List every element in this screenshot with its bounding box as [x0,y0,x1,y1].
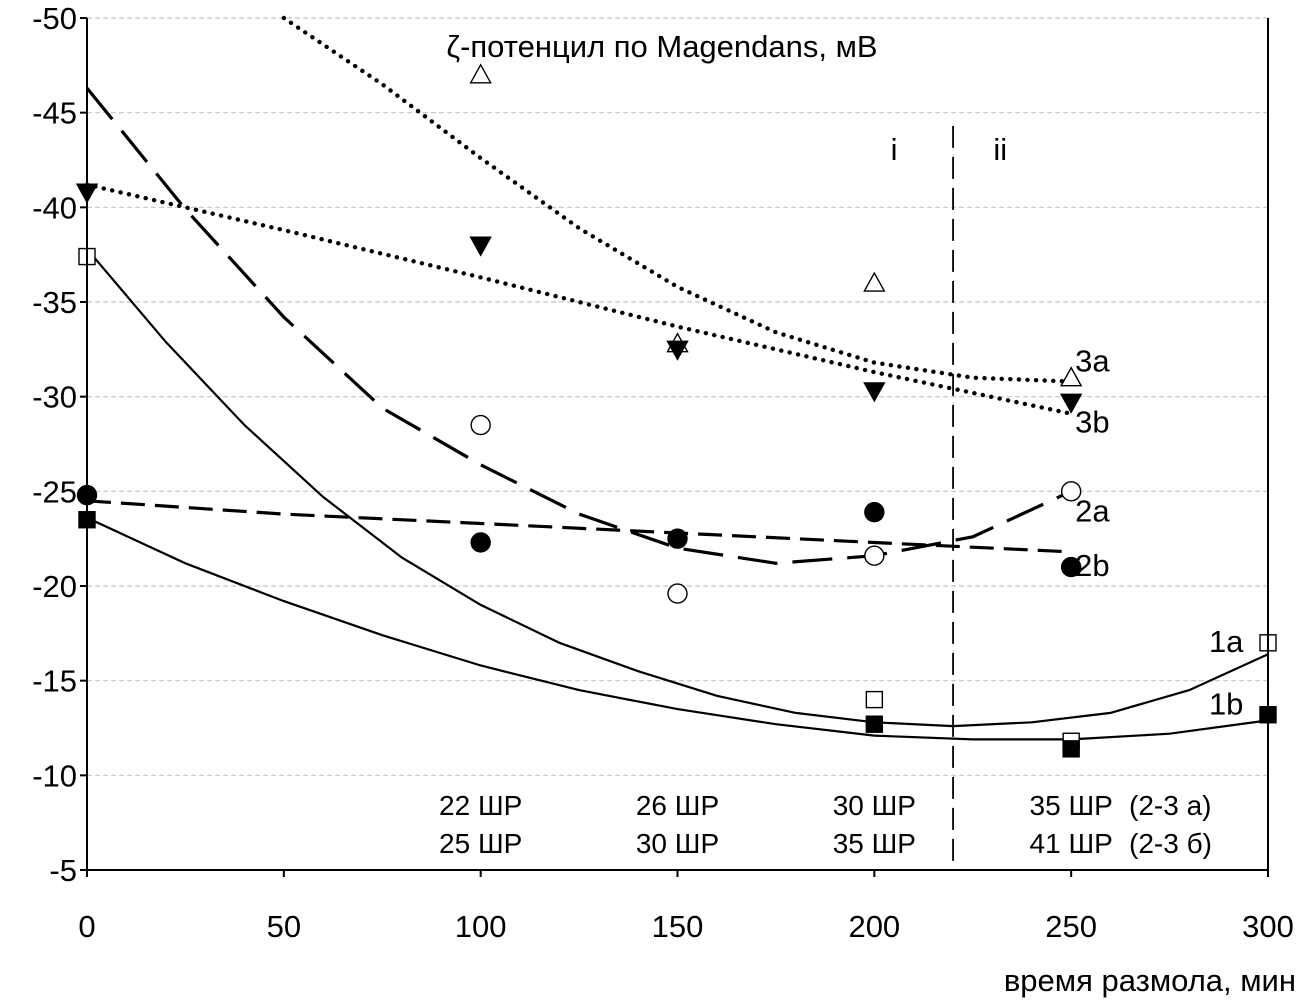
bead-annotation: 35 ШР [1030,790,1113,821]
axes: -50 -45 -40 -35 -30 -25 -20 -15 -10 -50 50 100 150 20… [32,1,1294,944]
data-point-3b [666,340,689,361]
data-point-2a [667,583,688,604]
data-point-3a [863,271,886,292]
y-tick-label: -30 [32,380,77,415]
data-point-3a [469,63,492,84]
data-point-1b [865,715,884,733]
chart-labels: ζ-потенцил по Magendans, мВ время размол… [439,29,1296,998]
data-point-1b [1062,740,1080,758]
x-tick-label: 300 [1242,909,1294,944]
bead-annotation: 22 ШР [439,790,522,821]
bead-group-label: (2-3 а) [1129,790,1211,821]
x-tick-label: 0 [78,909,95,944]
bead-annotation: 41 ШР [1030,828,1113,859]
y-tick-label: -20 [32,569,77,604]
y-tick-label: -5 [49,853,77,888]
bead-annotation: 26 ШР [636,790,719,821]
bead-group-label: (2-3 б) [1129,828,1212,859]
bead-annotation: 25 ШР [439,828,522,859]
series-label-3b: 3b [1075,404,1109,439]
region-label: i [891,132,898,167]
grid-lines [87,17,1268,776]
data-point-2b [470,532,491,553]
chart-title: ζ-потенцил по Magendans, мВ [446,29,877,64]
data-point-2a [1060,481,1082,502]
x-tick-label: 50 [267,909,301,944]
data-point-2a [470,414,491,436]
y-tick-label: -50 [32,1,77,36]
data-point-2b [1060,556,1082,578]
data-point-3b [1059,393,1083,414]
x-axis-label: время размола, мин [1004,963,1296,998]
y-tick-label: -25 [32,474,77,509]
series-label-1b: 1b [1209,686,1243,721]
series-label-2a: 2a [1075,493,1110,528]
trendlines [84,15,1269,741]
trendline-3a [281,15,1074,384]
x-tick-label: 150 [652,909,704,944]
series-label-1a: 1a [1209,624,1244,659]
data-point-1a [865,690,884,709]
data-point-3a [1059,366,1083,387]
data-point-2a [864,545,885,566]
trendline-2b [86,499,1072,554]
y-tick-label: -45 [32,96,77,131]
series-label-2b: 2b [1075,548,1109,583]
y-tick-label: -35 [32,285,77,320]
region-divider: i ii [891,125,1007,870]
y-tick-label: -15 [32,664,77,699]
bead-annotation: 30 ШР [636,828,719,859]
x-tick-label: 250 [1045,909,1097,944]
data-point-2b [864,501,885,523]
x-tick-label: 200 [848,909,900,944]
data-point-2b [667,528,688,549]
y-tick-label: -10 [32,758,77,793]
bead-annotation: 30 ШР [833,790,916,821]
data-point-3b [469,236,492,257]
region-label: ii [993,132,1007,167]
x-tick-label: 100 [455,909,507,944]
bead-annotation: 35 ШР [833,828,916,859]
trendline-2a [85,87,1072,565]
trendline-3b [84,182,1074,416]
y-tick-label: -40 [32,190,77,225]
series-label-3a: 3a [1075,344,1110,379]
data-point-3b [863,382,886,403]
trendline-1a [86,248,1269,728]
